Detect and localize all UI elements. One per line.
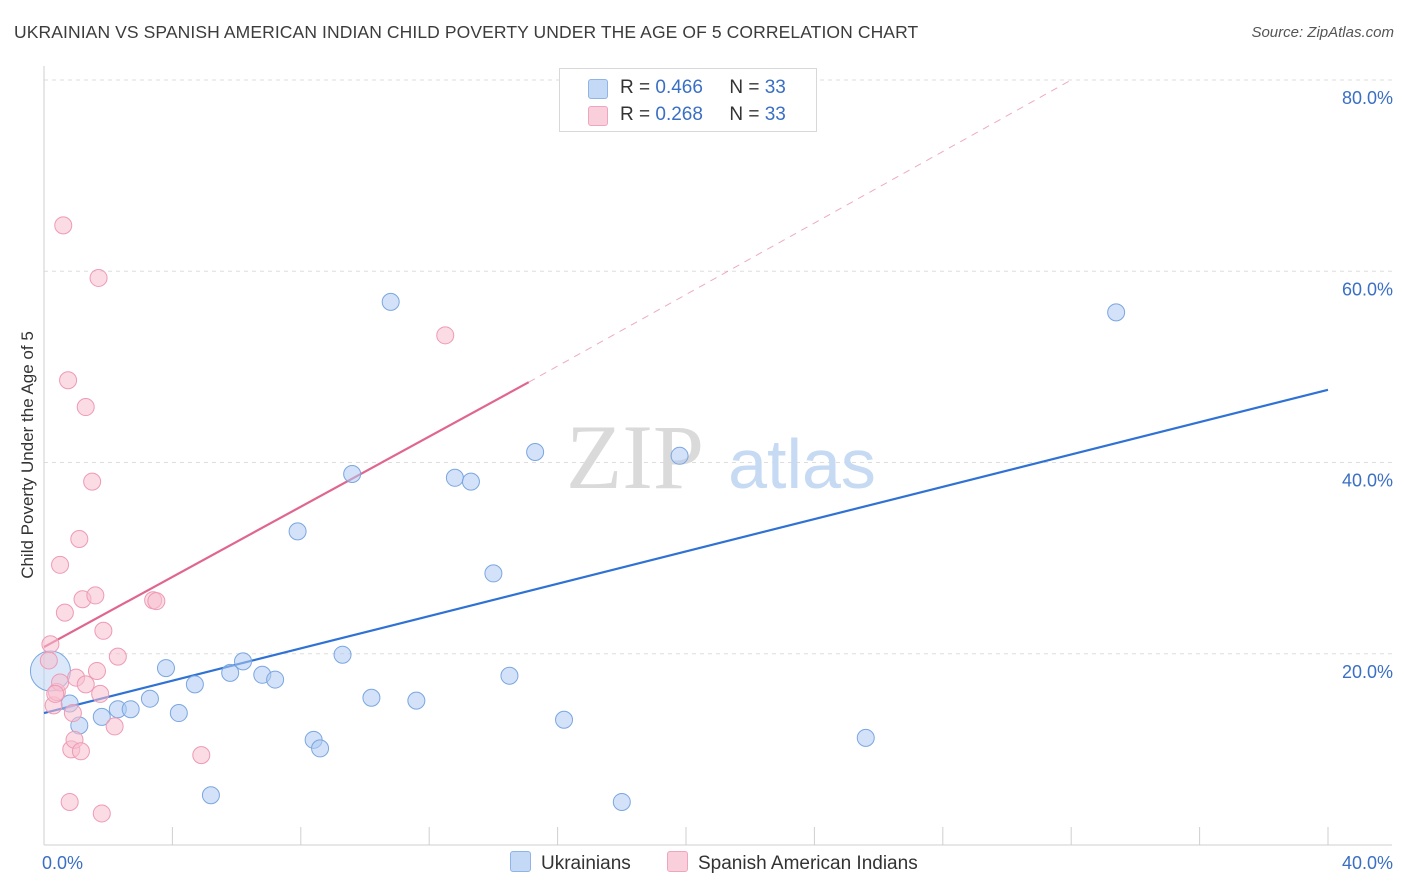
source-label: Source: ZipAtlas.com bbox=[1251, 24, 1394, 41]
tick-labels: 20.0% 40.0% 60.0% 80.0% 0.0% 40.0% bbox=[42, 88, 1393, 873]
data-point bbox=[311, 739, 330, 758]
data-point bbox=[39, 651, 58, 670]
trend-line bbox=[43, 388, 1329, 715]
data-point bbox=[140, 689, 159, 708]
y-tick-label: 40.0% bbox=[1342, 471, 1393, 491]
y-tick-label: 20.0% bbox=[1342, 662, 1393, 682]
x-tick-label: 40.0% bbox=[1342, 853, 1393, 873]
data-point bbox=[461, 472, 480, 491]
data-point bbox=[92, 707, 111, 726]
data-point bbox=[55, 603, 74, 622]
data-point bbox=[407, 691, 426, 710]
data-point bbox=[221, 663, 240, 682]
data-point bbox=[192, 746, 211, 765]
legend-n-value: 33 bbox=[764, 104, 786, 125]
data-point bbox=[612, 792, 631, 811]
data-point bbox=[71, 742, 90, 761]
data-point bbox=[63, 704, 82, 723]
trend-lines bbox=[43, 79, 1329, 715]
legend-r-label: R = bbox=[620, 104, 651, 125]
data-point bbox=[41, 635, 60, 654]
data-point bbox=[288, 522, 307, 541]
data-point bbox=[526, 442, 545, 461]
bottom-legend-spanish-american-indians: Spanish American Indians bbox=[667, 851, 918, 875]
trend-line bbox=[43, 381, 530, 649]
data-point bbox=[76, 675, 95, 694]
data-point bbox=[59, 371, 78, 390]
data-point bbox=[856, 728, 875, 747]
data-point bbox=[70, 530, 89, 548]
bottom-legend-ukrainians: Ukrainians bbox=[510, 851, 631, 875]
data-point bbox=[92, 804, 111, 823]
y-tick-label: 80.0% bbox=[1342, 88, 1393, 108]
data-point bbox=[108, 647, 127, 666]
data-point bbox=[51, 555, 70, 574]
legend-r-label: R = bbox=[620, 77, 651, 98]
bottom-legend-label-spanish-american-indians: Spanish American Indians bbox=[698, 853, 918, 874]
correlation-legend: R = 0.466 N = 33 R = 0.268 N = 33 bbox=[559, 68, 817, 132]
data-point bbox=[1107, 303, 1126, 322]
data-point bbox=[500, 666, 519, 685]
axes bbox=[43, 66, 1392, 846]
data-point bbox=[484, 564, 503, 583]
data-point bbox=[381, 292, 400, 311]
data-point bbox=[555, 710, 574, 729]
data-point bbox=[46, 684, 65, 703]
data-point bbox=[60, 792, 79, 811]
data-point bbox=[333, 645, 352, 664]
legend-n-label: N = bbox=[729, 77, 760, 98]
y-tick-label: 60.0% bbox=[1342, 279, 1393, 299]
x-tick-label: 0.0% bbox=[42, 853, 83, 873]
data-point bbox=[94, 621, 113, 640]
data-point bbox=[266, 670, 285, 689]
legend-r-value: 0.466 bbox=[655, 77, 703, 98]
data-point bbox=[83, 472, 102, 491]
data-point bbox=[234, 652, 253, 671]
data-point bbox=[156, 659, 175, 678]
data-point bbox=[445, 468, 464, 487]
chart-title: UKRAINIAN VS SPANISH AMERICAN INDIAN CHI… bbox=[14, 22, 919, 42]
data-point bbox=[121, 700, 140, 719]
data-point bbox=[201, 786, 220, 805]
data-point bbox=[343, 464, 362, 483]
data-point bbox=[54, 216, 73, 235]
data-point bbox=[89, 268, 108, 287]
data-point bbox=[185, 675, 204, 694]
data-point bbox=[91, 684, 110, 703]
data-point bbox=[105, 717, 124, 736]
watermark: ZIP atlas bbox=[566, 406, 876, 508]
data-points bbox=[29, 216, 1126, 823]
gridlines bbox=[44, 79, 1392, 655]
legend-n-label: N = bbox=[729, 104, 760, 125]
bottom-legend-swatch-ukrainians bbox=[510, 851, 531, 872]
legend-n-value: 33 bbox=[764, 77, 786, 98]
data-point bbox=[147, 592, 166, 611]
legend-r-value: 0.268 bbox=[655, 104, 703, 125]
data-point bbox=[436, 326, 455, 345]
data-point bbox=[86, 586, 105, 605]
legend-swatch-spanish-american-indians bbox=[588, 106, 608, 126]
legend-swatch-ukrainians bbox=[588, 79, 608, 99]
data-point bbox=[169, 704, 188, 723]
data-point bbox=[670, 446, 689, 465]
data-point bbox=[76, 398, 95, 417]
data-point bbox=[362, 688, 381, 707]
data-point bbox=[87, 661, 106, 680]
bottom-legend-label-ukrainians: Ukrainians bbox=[541, 853, 631, 874]
bottom-legend-swatch-spanish-american-indians bbox=[667, 851, 688, 872]
watermark-atlas: atlas bbox=[728, 425, 876, 503]
